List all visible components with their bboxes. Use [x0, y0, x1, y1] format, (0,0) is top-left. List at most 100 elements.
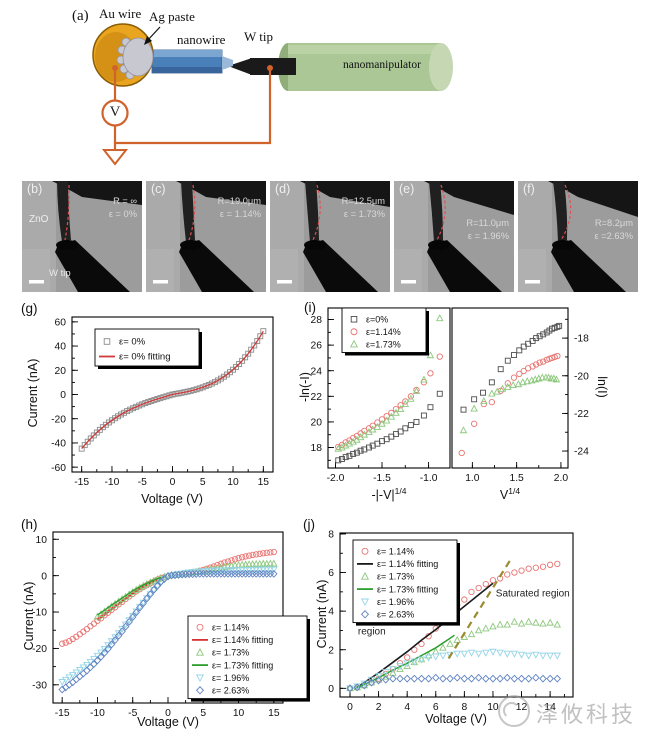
sem-f-measurements: R=8.2μm ε =2.63% [594, 217, 633, 243]
svg-text:ε= 1.73% fitting: ε= 1.73% fitting [212, 660, 273, 670]
panel-b-label: (b) [27, 182, 43, 196]
w-tip-label: W tip [49, 268, 71, 279]
sem-panel-d: (d) R=12.5μm ε = 1.73% [270, 181, 390, 292]
svg-text:4: 4 [404, 702, 410, 713]
sem-image [518, 181, 638, 292]
strain-value: ε = 1.14% [219, 209, 261, 219]
chart-i-canvas: -2.0 -1.5 -1.0 18 20 22 24 26 28 ε=0% ε=1.14% ε=1.7… [311, 307, 589, 484]
svg-text:26: 26 [311, 341, 323, 352]
strain-value: ε = 1.96% [467, 231, 509, 241]
w-tip-label: W tip [244, 29, 274, 44]
sem-panel-c: (c) R=19.0μm ε = 1.14% [146, 181, 266, 292]
sem-image [146, 181, 266, 292]
svg-text:-15: -15 [55, 708, 70, 719]
svg-text:-18: -18 [574, 334, 589, 345]
radius-value: R = ∞ [113, 196, 137, 206]
svg-text:8: 8 [328, 530, 334, 541]
panel-f-label: (f) [523, 182, 535, 196]
zno-label: ZnO [29, 214, 49, 225]
chart-j-y-axis-title: Current (nA) [315, 579, 329, 649]
svg-text:ε= 1.96%: ε= 1.96% [377, 597, 414, 607]
svg-text:24: 24 [311, 366, 323, 377]
chart-j-x-axis-title: Voltage (V) [425, 712, 487, 727]
sem-image [270, 181, 390, 292]
nanomanipulator-label: nanomanipulator [343, 59, 421, 71]
chart-i-left-x-axis-title: -|-V|1/4 [371, 486, 407, 503]
svg-text:ε=1.14%: ε=1.14% [366, 327, 401, 337]
voltmeter-label: V [109, 104, 121, 120]
panel-d-label: (d) [275, 182, 291, 196]
svg-text:15: 15 [268, 708, 280, 719]
sem-image [394, 181, 514, 292]
radius-value: R=11.0μm [466, 218, 509, 228]
svg-text:ε= 1.73%: ε= 1.73% [212, 648, 249, 658]
sem-panel-e: (e) R=11.0μm ε = 1.96% [394, 181, 514, 292]
svg-text:ε= 0% fitting: ε= 0% fitting [119, 352, 171, 363]
chart-i-right-y-axis-title: ln(I) [595, 376, 609, 398]
sem-e-measurements: R=11.0μm ε = 1.96% [466, 217, 509, 243]
watermark-text: 泽攸科技 [536, 702, 637, 727]
svg-text:6: 6 [433, 702, 439, 713]
svg-text:ε= 1.73% fitting: ε= 1.73% fitting [377, 584, 438, 594]
au-wire-label: Au wire [99, 6, 142, 21]
svg-text:-22: -22 [574, 409, 589, 420]
panel-i-label: (i) [304, 300, 316, 315]
svg-text:60: 60 [55, 317, 67, 328]
chart-h-canvas: -15 -10 -5 0 5 10 15 10 0 -10 -20 -30 ε= 1.14% ε= 1.1… [32, 531, 310, 719]
radius-value: R=12.5μm [341, 196, 385, 206]
svg-text:ε=0%: ε=0% [366, 314, 388, 324]
svg-text:-20: -20 [32, 644, 47, 655]
svg-text:2: 2 [376, 702, 382, 713]
svg-text:8: 8 [461, 702, 467, 713]
chart-g-x-axis-title: Voltage (V) [141, 492, 203, 507]
svg-text:5: 5 [200, 708, 206, 719]
svg-text:-10: -10 [90, 708, 105, 719]
svg-text:20: 20 [55, 366, 67, 377]
svg-text:-20: -20 [51, 414, 66, 425]
svg-text:-60: -60 [51, 463, 66, 474]
svg-text:0: 0 [41, 571, 47, 582]
svg-text:40: 40 [55, 342, 67, 353]
svg-text:ε=1.73%: ε=1.73% [366, 339, 401, 349]
svg-text:0: 0 [170, 477, 176, 488]
chart-i-left-y-axis-title: -ln(-I) [298, 372, 312, 402]
svg-text:region: region [358, 626, 386, 637]
svg-text:ε= 1.14% fitting: ε= 1.14% fitting [212, 635, 273, 645]
panel-a-label: (a) [72, 8, 89, 24]
watermark: 泽攸科技 [492, 692, 656, 740]
svg-text:0: 0 [60, 390, 66, 401]
chart-h-x-axis-title: Voltage (V) [137, 715, 199, 730]
strain-value: ε = 1.73% [343, 209, 385, 219]
svg-text:6: 6 [328, 568, 334, 579]
svg-text:0: 0 [328, 684, 334, 695]
svg-text:-1.0: -1.0 [420, 473, 438, 484]
panel-h-label: (h) [21, 517, 38, 532]
svg-text:-2.0: -2.0 [327, 473, 345, 484]
nanowire-label: nanowire [177, 32, 226, 47]
sem-panel-f: (f) R=8.2μm ε =2.63% [518, 181, 638, 292]
panel-a-schematic: (a) Au wire Ag paste nanowire W tip nano… [0, 0, 656, 178]
sem-b-measurements: R = ∞ ε = 0% [109, 195, 137, 221]
svg-text:-30: -30 [32, 680, 47, 691]
svg-text:-10: -10 [32, 608, 47, 619]
svg-text:ε= 1.14% fitting: ε= 1.14% fitting [377, 559, 438, 569]
svg-text:Saturated region: Saturated region [496, 589, 570, 600]
radius-value: R=19.0μm [217, 196, 261, 206]
svg-text:10: 10 [227, 477, 239, 488]
svg-text:4: 4 [328, 607, 334, 618]
svg-text:10: 10 [36, 535, 48, 546]
chart-h-y-axis-title: Current (nA) [22, 581, 36, 651]
panel-g-label: (g) [21, 301, 38, 316]
svg-text:-5: -5 [138, 477, 147, 488]
svg-text:5: 5 [200, 477, 206, 488]
strain-value: ε = 0% [108, 209, 137, 219]
radius-value: R=8.2μm [594, 218, 633, 228]
svg-text:2.0: 2.0 [554, 473, 569, 484]
chart-g-y-axis-title: Current (nA) [26, 358, 40, 428]
svg-text:10: 10 [487, 702, 499, 713]
svg-text:15: 15 [258, 477, 270, 488]
svg-text:14: 14 [544, 702, 556, 713]
chart-g-canvas: -15 -10 -5 0 5 10 15 -60 -40 -20 0 20 40 60 ε= 0% ε= 0%… [51, 316, 274, 488]
apparatus-drawing [92, 23, 453, 166]
strain-value: ε =2.63% [594, 231, 633, 241]
